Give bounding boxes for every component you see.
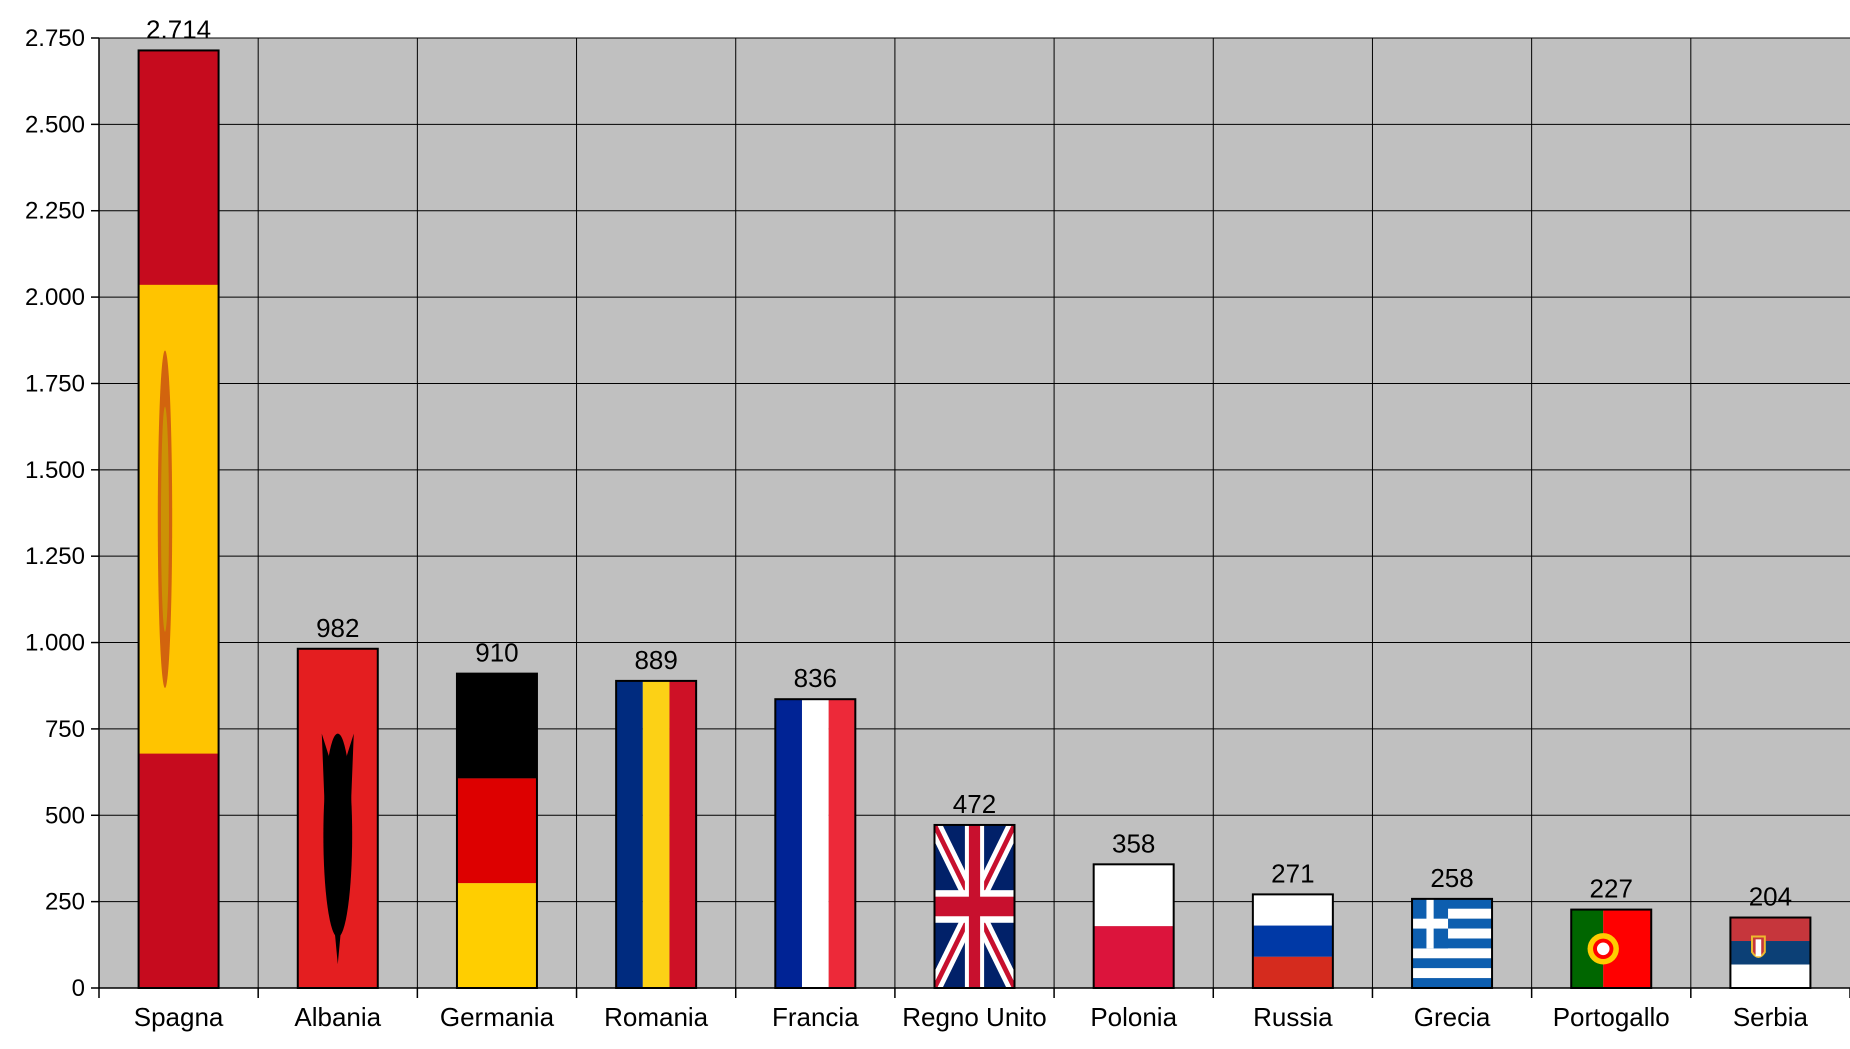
x-tick-label: Portogallo bbox=[1553, 1002, 1670, 1032]
x-tick-label: Albania bbox=[294, 1002, 381, 1032]
bar-greece-flag bbox=[1412, 898, 1493, 988]
y-tick-label: 250 bbox=[45, 889, 85, 916]
bar-uk-flag bbox=[934, 824, 1015, 988]
bar bbox=[774, 698, 857, 989]
x-tick-label: Russia bbox=[1253, 1002, 1333, 1032]
data-label: 889 bbox=[634, 645, 677, 675]
bar bbox=[1251, 893, 1334, 990]
bars bbox=[137, 49, 1812, 990]
y-tick-label: 2.000 bbox=[25, 284, 85, 311]
y-tick-label: 2.750 bbox=[25, 25, 85, 52]
bar-france-flag bbox=[775, 699, 856, 988]
data-label: 227 bbox=[1590, 874, 1633, 904]
x-tick-label: Francia bbox=[772, 1002, 859, 1032]
data-label: 910 bbox=[475, 638, 518, 668]
x-tick-label: Spagna bbox=[134, 1002, 224, 1032]
bar-russia-flag bbox=[1252, 894, 1333, 988]
y-tick-label: 500 bbox=[45, 802, 85, 829]
data-label: 271 bbox=[1271, 858, 1314, 888]
data-label: 836 bbox=[794, 663, 837, 693]
bar-poland-flag bbox=[1093, 864, 1174, 988]
y-tick-label: 1.750 bbox=[25, 370, 85, 397]
data-label: 472 bbox=[953, 789, 996, 819]
bar-albania-flag bbox=[297, 648, 378, 988]
bar bbox=[615, 679, 698, 990]
bar bbox=[137, 49, 220, 990]
gridlines bbox=[99, 37, 1850, 988]
bar-germany-flag bbox=[456, 673, 537, 988]
y-tick-label: 2.500 bbox=[25, 111, 85, 138]
x-tick-label: Grecia bbox=[1414, 1002, 1491, 1032]
data-label: 2.714 bbox=[146, 14, 211, 44]
bar-spain-flag bbox=[138, 50, 219, 989]
y-tick-label: 1.250 bbox=[25, 543, 85, 570]
bar bbox=[296, 647, 379, 989]
x-tick-label: Serbia bbox=[1733, 1002, 1809, 1032]
data-label: 204 bbox=[1749, 882, 1792, 912]
y-tick-label: 1.500 bbox=[25, 457, 85, 484]
y-tick-label: 750 bbox=[45, 716, 85, 743]
data-label: 258 bbox=[1430, 863, 1473, 893]
bar-portugal-flag bbox=[1571, 909, 1652, 988]
x-tick-label: Polonia bbox=[1090, 1002, 1177, 1032]
y-tick-label: 1.000 bbox=[25, 630, 85, 657]
y-tick-label: 0 bbox=[72, 975, 85, 1002]
bar-serbia-flag bbox=[1730, 917, 1811, 988]
x-tick-label: Regno Unito bbox=[902, 1002, 1047, 1032]
y-tick-label: 2.250 bbox=[25, 198, 85, 225]
labels: 0 250 500 750 1.000 1.250 1.500 1.750 2.000 2.250… bbox=[25, 14, 1809, 1032]
bar bbox=[1570, 908, 1653, 990]
data-label: 982 bbox=[316, 613, 359, 643]
data-label: 358 bbox=[1112, 828, 1155, 858]
bar bbox=[1729, 916, 1812, 990]
bar bbox=[1411, 897, 1494, 990]
bar bbox=[1092, 863, 1175, 989]
x-tick-label: Romania bbox=[604, 1002, 709, 1032]
bar bbox=[933, 823, 1016, 989]
x-tick-label: Germania bbox=[440, 1002, 555, 1032]
bar bbox=[455, 672, 538, 989]
bar-romania-flag bbox=[616, 680, 697, 988]
